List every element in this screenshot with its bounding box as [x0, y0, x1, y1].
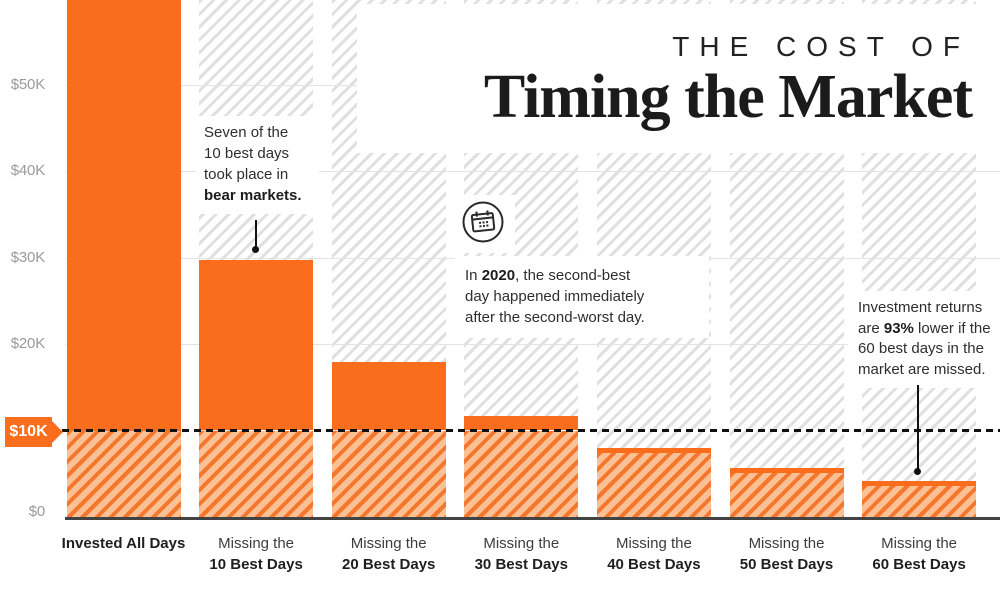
x-axis-category-label: Missing the 50 Best Days [721, 535, 853, 573]
x-axis-category-label: Invested All Days [58, 535, 190, 552]
bar-solid-segment [729, 467, 844, 473]
annotation-2020: In 2020, the second-best day happened im… [455, 256, 709, 338]
x-label-line1: Missing the [615, 535, 692, 552]
gridline [65, 344, 1000, 345]
x-label-line1: Missing the [350, 535, 427, 552]
bar-solid-segment [862, 480, 977, 486]
annotation-text: Investment returns are [858, 299, 983, 337]
x-axis-category-label: Missing the 10 Best Days [190, 535, 322, 573]
annotation-pointer-line [255, 220, 257, 247]
x-label-line2: 50 Best Days [739, 556, 834, 573]
x-label-line1: Missing the [748, 535, 825, 552]
bar-hatched-segment [729, 472, 844, 517]
title-card: THE COST OF Timing the Market [357, 4, 1000, 153]
bar-hatched-segment [596, 452, 711, 517]
bar-solid-segment [331, 362, 446, 431]
threshold-dashed-line [62, 429, 1000, 432]
x-label-line1: Invested All Days [61, 535, 186, 552]
gridline [65, 171, 1000, 172]
annotation-pointer-dot [252, 246, 259, 253]
x-axis-category-label: Missing the 20 Best Days [323, 535, 455, 573]
threshold-tag: $10K [5, 417, 52, 447]
annotation-pointer-dot [914, 468, 921, 475]
bar-solid-segment [199, 260, 314, 431]
bar-hatched-segment [331, 430, 446, 517]
annotation-text: , the second-best day happened immediate… [465, 267, 645, 326]
calendar-icon-card [455, 195, 515, 253]
x-axis-category-label: Missing the 40 Best Days [588, 535, 720, 573]
x-label-line2: 40 Best Days [607, 556, 701, 573]
x-label-line1: Missing the [218, 535, 295, 552]
annotation-text: In [465, 267, 482, 284]
x-axis-baseline [65, 517, 1000, 520]
x-label-line2: 10 Best Days [209, 556, 303, 573]
bar-hatched-segment [862, 485, 977, 517]
y-axis-tick-label: $50K [10, 76, 45, 93]
bar-solid-segment [464, 415, 579, 431]
x-label-line1: Missing the [881, 535, 958, 552]
annotation-pointer-line [917, 385, 919, 469]
x-label-line2: 60 Best Days [872, 556, 966, 573]
bar-solid-segment [66, 0, 181, 431]
y-axis-tick-label: $0 [28, 503, 45, 520]
title-kicker: THE COST OF [672, 31, 970, 62]
threshold-tag-arrow [52, 421, 63, 443]
x-label-line1: Missing the [483, 535, 560, 552]
y-axis-tick-label: $40K [10, 162, 45, 179]
x-label-line2: 20 Best Days [341, 556, 436, 573]
bar-hatched-segment [464, 430, 579, 517]
annotation-text-bold: 2020 [481, 267, 516, 284]
annotation-returns: Investment returns are 93% lower if the … [848, 291, 1000, 388]
annotation-text: lower if the 60 best days in the market … [858, 319, 991, 378]
x-label-line2: 30 Best Days [474, 556, 568, 573]
annotation-bear-markets: Seven of the 10 best days took place in … [197, 116, 319, 214]
bar-solid-segment [596, 447, 711, 453]
y-axis-tick-label: $30K [10, 249, 45, 266]
annotation-text-bold: 93% [883, 319, 914, 337]
bar-hatched-segment [199, 430, 314, 517]
bar-hatched-segment [66, 430, 181, 517]
annotation-text-bold: bear markets. [204, 187, 302, 204]
y-axis-tick-label: $20K [10, 335, 45, 352]
annotation-text: Seven of the 10 best days took place in [204, 124, 290, 183]
x-axis-category-label: Missing the 30 Best Days [455, 535, 587, 573]
page-title: Timing the Market [483, 63, 973, 131]
x-axis-category-label: Missing the 60 Best Days [853, 535, 985, 573]
